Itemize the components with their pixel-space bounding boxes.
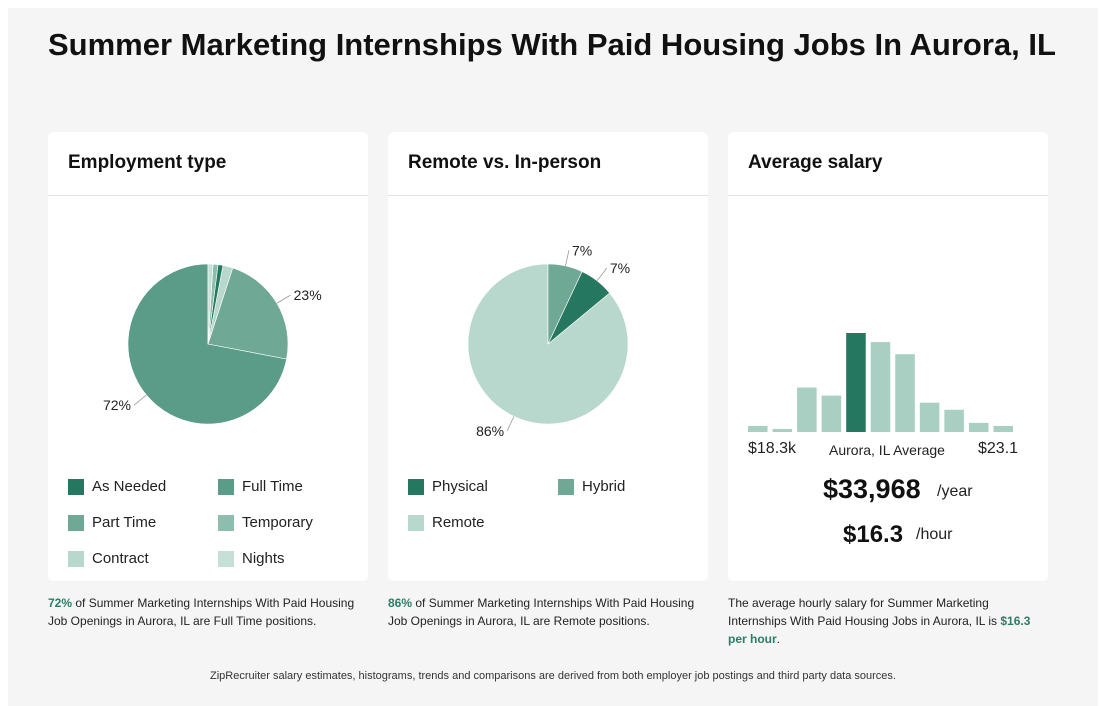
pie-slice-hybrid xyxy=(547,263,583,345)
employment-type-caption: 72% of Summer Marketing Internships With… xyxy=(48,594,368,630)
legend-swatch xyxy=(558,478,574,495)
remote-vs-in-person-card: Remote vs. In-person 86% 7% 7% Physical Hyb… xyxy=(388,132,708,581)
histogram-bar xyxy=(968,422,989,432)
card-header xyxy=(728,132,1048,196)
salary-max-label: $23.1 xyxy=(978,440,1019,457)
histogram-bar xyxy=(748,425,768,432)
legend-swatch xyxy=(68,514,84,531)
legend-item-hybrid: Hybrid xyxy=(558,478,625,495)
histogram-bar xyxy=(993,425,1013,432)
legend-label: Nights xyxy=(242,550,285,567)
legend-label: Contract xyxy=(92,550,149,567)
legend-item-full-time: Full Time xyxy=(218,478,303,495)
legend-item-nights: Nights xyxy=(218,550,285,567)
salary-caption-text: The average hourly salary for Summer Mar… xyxy=(728,596,1001,628)
employment-type-title: Employment type xyxy=(68,152,227,173)
histogram-bar xyxy=(870,342,891,432)
histogram-bar xyxy=(895,354,915,432)
employment-caption-percent: 72% xyxy=(48,596,73,610)
hourly-salary-unit: /hour xyxy=(916,526,953,543)
legend-item-physical: Physical xyxy=(408,478,488,495)
remote-title: Remote vs. In-person xyxy=(408,152,602,173)
pie-label-physical: 7% xyxy=(610,260,630,276)
footer-note: ZipRecruiter salary estimates, histogram… xyxy=(210,670,896,682)
pie-label-leader xyxy=(596,267,608,282)
salary-caption: The average hourly salary for Summer Mar… xyxy=(728,594,1043,648)
histogram-bar xyxy=(821,395,842,432)
pie-label-remote: 86% xyxy=(476,423,504,439)
legend-label: Temporary xyxy=(242,514,313,531)
pie-label-leader xyxy=(133,394,147,406)
pie-label-part-time: 23% xyxy=(294,287,322,303)
legend-item-contract: Contract xyxy=(68,550,149,567)
legend-swatch xyxy=(68,550,84,567)
pie-slice-full-time xyxy=(127,263,287,425)
hourly-salary-value: $16.3 xyxy=(843,521,904,548)
salary-average-label: Aurora, IL Average xyxy=(829,442,945,458)
pie-slice-part-time xyxy=(207,267,289,360)
salary-histogram xyxy=(748,333,1013,432)
remote-caption-percent: 86% xyxy=(388,596,413,610)
yearly-salary-unit: /year xyxy=(937,483,973,500)
legend-swatch xyxy=(218,514,234,531)
histogram-bar xyxy=(944,409,964,432)
page-title: Summer Marketing Internships With Paid H… xyxy=(48,27,1056,62)
histogram-bar-average xyxy=(846,333,866,432)
legend-label: As Needed xyxy=(92,478,167,495)
employment-type-card: Employment type 72% 23% As Needed Full Tim… xyxy=(48,132,368,581)
legend-item-part-time: Part Time xyxy=(68,514,156,531)
card-header xyxy=(48,132,368,196)
legend-item-as-needed: As Needed xyxy=(68,478,166,495)
legend-swatch xyxy=(68,478,84,495)
average-salary-card: Average salary $18.3k Aurora, IL Average… xyxy=(728,132,1048,581)
pie-label-leader xyxy=(276,294,291,304)
legend-swatch xyxy=(408,478,424,495)
legend-item-temporary: Temporary xyxy=(218,514,313,531)
pie-label-leader xyxy=(565,250,570,267)
pie-label-full-time: 72% xyxy=(103,397,131,413)
legend-label: Hybrid xyxy=(582,478,626,495)
histogram-bar xyxy=(797,387,817,432)
report-frame: Summer Marketing Internships With Paid H… xyxy=(8,8,1098,706)
salary-min-label: $18.3k xyxy=(748,440,797,457)
legend-label: Full Time xyxy=(242,478,303,495)
yearly-salary-value: $33,968 xyxy=(823,474,921,504)
legend-label: Remote xyxy=(432,514,485,531)
legend-swatch xyxy=(408,514,424,531)
remote-caption: 86% of Summer Marketing Internships With… xyxy=(388,594,708,630)
card-header xyxy=(388,132,708,196)
histogram-bar xyxy=(772,428,793,432)
legend-swatch xyxy=(218,478,234,495)
employment-caption-text: of Summer Marketing Internships With Pai… xyxy=(48,596,355,628)
pie-slice-nights xyxy=(207,263,214,345)
salary-caption-end: . xyxy=(776,632,781,646)
average-salary-title: Average salary xyxy=(748,152,883,173)
remote-caption-text: of Summer Marketing Internships With Pai… xyxy=(388,596,695,628)
pie-label-leader xyxy=(506,416,515,432)
legend-label: Physical xyxy=(432,478,488,495)
legend-swatch xyxy=(218,550,234,567)
salary-caption-value: $16.3 per hour xyxy=(728,614,1031,646)
pie-label-hybrid: 7% xyxy=(572,242,592,258)
histogram-bar xyxy=(919,402,940,432)
remote-pie-chart: 86% 7% 7% xyxy=(467,242,630,439)
employment-type-pie-chart: 72% 23% xyxy=(103,263,322,425)
legend-label: Part Time xyxy=(92,514,157,531)
legend-item-remote: Remote xyxy=(408,514,485,531)
